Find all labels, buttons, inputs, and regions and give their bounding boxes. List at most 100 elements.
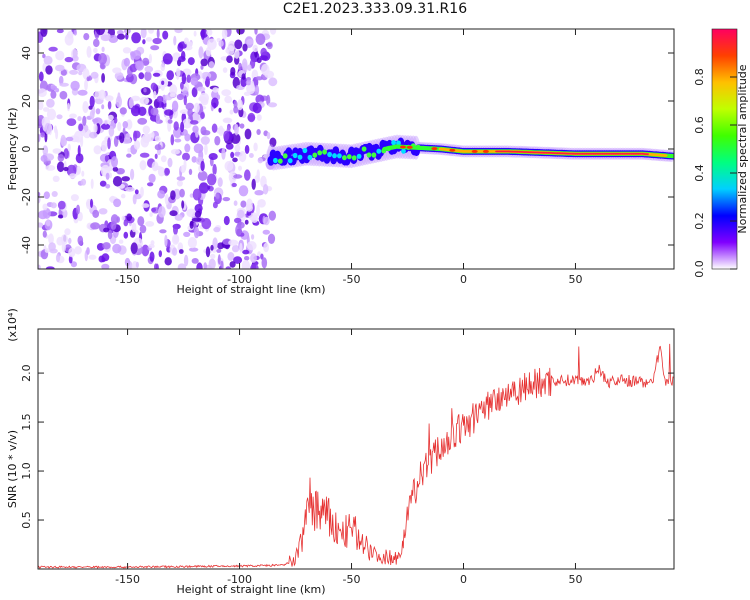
noise-blob — [200, 126, 207, 136]
noise-blob — [40, 132, 45, 138]
noise-blob — [147, 182, 154, 187]
noise-blob — [211, 123, 218, 133]
noise-blob — [89, 131, 98, 139]
signal-speck — [277, 158, 283, 164]
noise-blob — [237, 209, 245, 219]
spectrogram-panel: -150 -100 -50 0 50 -40 -20 0 20 40 Height of strai… — [6, 28, 675, 296]
noise-blob — [90, 198, 93, 208]
noise-blob — [86, 247, 90, 255]
noise-blob — [70, 261, 77, 268]
noise-blob — [83, 33, 90, 41]
noise-blob — [112, 176, 123, 187]
colorbar-ticks: 0.0 0.2 0.4 0.6 0.8 Normalized spectral ampli… — [693, 64, 749, 278]
noise-blob — [154, 135, 161, 142]
noise-blob — [137, 117, 148, 125]
x-tick-label: 0 — [460, 273, 467, 286]
noise-blob — [214, 135, 221, 146]
noise-blob — [73, 29, 78, 36]
noise-blob — [80, 178, 87, 186]
noise-blob — [86, 46, 92, 58]
noise-blob — [86, 76, 90, 82]
noise-blob — [76, 204, 80, 215]
noise-blob — [234, 144, 241, 152]
noise-blob — [156, 95, 164, 103]
noise-blob — [205, 246, 211, 258]
noise-blob — [150, 45, 160, 51]
noise-blob — [244, 144, 250, 154]
noise-blob — [122, 121, 129, 129]
noise-blob — [123, 231, 129, 239]
noise-blob — [225, 142, 234, 150]
noise-blob — [70, 194, 79, 202]
noise-blob — [244, 255, 250, 261]
noise-blob — [256, 204, 260, 217]
noise-blob — [217, 177, 223, 188]
noise-blob — [255, 33, 266, 45]
noise-blob — [172, 247, 178, 256]
noise-blob — [200, 29, 205, 40]
noise-blob — [220, 260, 224, 269]
noise-blob — [164, 109, 174, 116]
noise-blob — [145, 221, 155, 227]
noise-blob — [119, 107, 127, 115]
noise-blob — [118, 239, 124, 244]
noise-blob — [246, 241, 257, 251]
noise-blob — [142, 125, 150, 135]
noise-blob — [157, 206, 166, 218]
noise-blob — [151, 131, 155, 138]
noise-blob — [177, 42, 184, 52]
noise-blob — [261, 63, 270, 76]
noise-blob — [203, 262, 207, 269]
noise-blob — [46, 108, 57, 121]
noise-blob — [208, 61, 215, 69]
noise-blob — [268, 77, 278, 87]
noise-blob — [166, 70, 174, 81]
noise-blob — [189, 193, 194, 198]
noise-blob — [92, 118, 99, 123]
noise-blob — [254, 29, 258, 35]
noise-blob — [231, 182, 237, 188]
noise-blob — [139, 96, 150, 105]
noise-blob — [60, 69, 67, 76]
noise-blob — [124, 186, 135, 192]
noise-blob — [186, 74, 192, 84]
noise-blob — [42, 53, 46, 59]
signal-speck — [391, 140, 396, 146]
noise-blob — [234, 39, 243, 50]
noise-blob — [71, 55, 79, 62]
noise-blob — [242, 62, 248, 73]
noise-blob — [141, 203, 150, 208]
noise-blob — [218, 107, 222, 113]
noise-blob — [101, 123, 110, 130]
colorbar-tick-label: 0.6 — [693, 116, 706, 134]
signal-hotspot — [449, 148, 456, 152]
noise-blob — [205, 76, 210, 88]
noise-blob — [46, 98, 55, 108]
noise-blob — [173, 35, 177, 46]
noise-blob — [104, 155, 109, 162]
noise-blob — [256, 114, 262, 121]
noise-blob — [162, 30, 169, 40]
noise-blob — [251, 178, 256, 190]
noise-blob — [236, 29, 245, 35]
noise-blob — [130, 168, 135, 181]
y-axis-label: SNR (10 * v/v) — [6, 430, 19, 508]
x-tick-label: 50 — [568, 273, 582, 286]
noise-blob — [105, 95, 114, 102]
signal-speck — [356, 153, 362, 159]
noise-blob — [107, 100, 112, 110]
noise-blob — [73, 130, 84, 143]
noise-blob — [223, 130, 230, 142]
noise-blob — [50, 85, 58, 90]
noise-blob — [193, 143, 204, 154]
noise-blob — [179, 188, 185, 198]
noise-blob — [76, 165, 81, 175]
noise-blob — [130, 105, 141, 117]
x-tick-label: -100 — [227, 273, 252, 286]
signal-speck — [327, 151, 332, 158]
noise-blob — [215, 127, 225, 134]
noise-blob — [207, 173, 217, 186]
noise-blob — [48, 233, 54, 245]
noise-blob — [241, 73, 246, 80]
noise-blob — [140, 29, 147, 39]
